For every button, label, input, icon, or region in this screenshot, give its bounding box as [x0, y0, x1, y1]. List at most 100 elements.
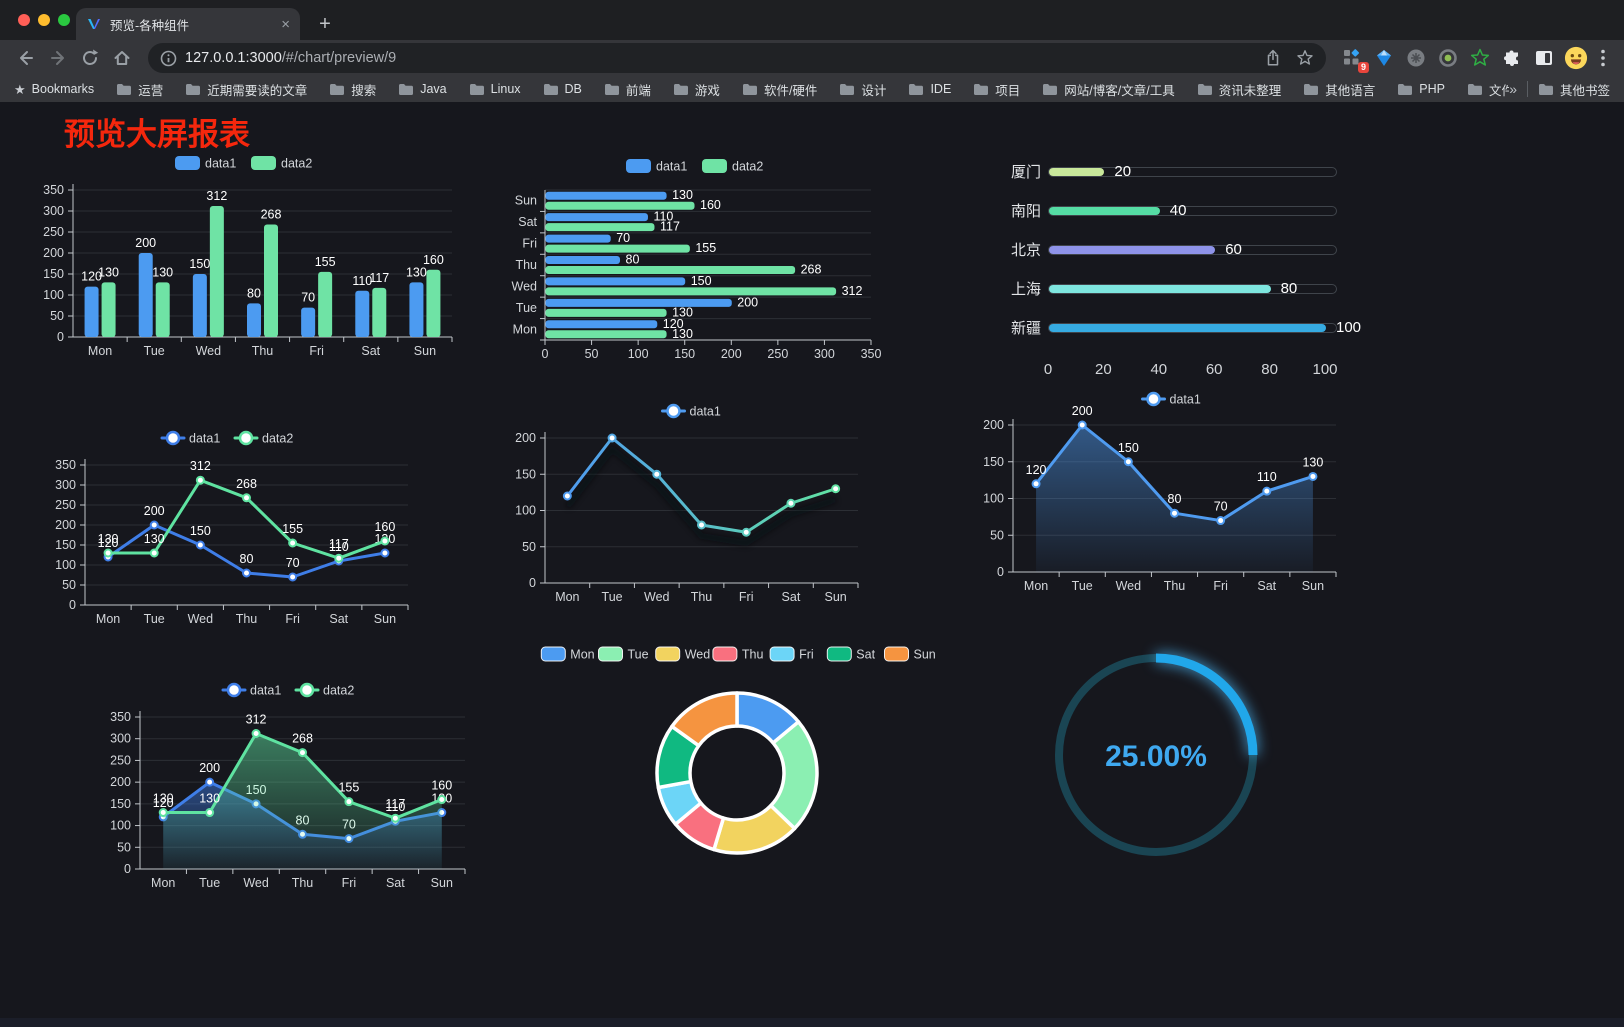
svg-text:350: 350 — [43, 183, 64, 197]
svg-text:Sat: Sat — [386, 876, 405, 890]
bookmark-folder[interactable]: Java — [398, 80, 447, 99]
chart-ring-gauge[interactable]: 25.00% — [1040, 640, 1275, 875]
bookmark-folder[interactable]: Linux — [469, 80, 521, 99]
svg-text:130: 130 — [1302, 455, 1323, 469]
progress-fill — [1049, 323, 1326, 332]
svg-text:150: 150 — [1118, 441, 1139, 455]
bookmark-star-icon[interactable] — [1296, 49, 1314, 67]
svg-text:300: 300 — [814, 347, 835, 361]
chart-line-area-double[interactable]: 0 50 100 150 200 250 300 350 Mon Tue Wed Thu Fri Sat S… — [98, 680, 480, 894]
svg-text:120: 120 — [81, 270, 102, 284]
close-window-button[interactable] — [18, 14, 30, 26]
bookmark-folder[interactable]: PHP — [1397, 80, 1445, 99]
chart-line-area[interactable]: 0 50 100 150 200 Mon Tue Wed Thu Fri Sat Sun 120 200 1… — [983, 388, 1361, 600]
extension-gem-icon[interactable] — [1372, 46, 1396, 70]
folder-icon — [398, 83, 414, 96]
svg-text:Mon: Mon — [570, 648, 594, 662]
svg-text:Sat: Sat — [518, 215, 537, 229]
tab-close-icon[interactable]: × — [281, 15, 290, 33]
browser-menu-button[interactable] — [1596, 46, 1610, 70]
svg-text:200: 200 — [43, 246, 64, 260]
line-basic-canvas: 0 50 100 150 200 250 300 350 Mon Tue Wed Thu Fri Sat S… — [55, 430, 409, 626]
forward-button[interactable] — [45, 45, 71, 71]
bookmarks-overflow-chevron[interactable]: » — [1509, 81, 1517, 97]
bookmark-folder[interactable]: 软件/硬件 — [742, 80, 817, 99]
svg-text:Sat: Sat — [782, 590, 801, 604]
progress-fill — [1049, 167, 1105, 176]
progress-label: 上海 — [1011, 281, 1042, 298]
bookmark-folder[interactable]: IDE — [908, 80, 951, 99]
extension-settings-icon[interactable] — [1404, 46, 1428, 70]
bookmark-folder[interactable]: 网站/博客/文章/工具 — [1042, 80, 1175, 99]
svg-text:70: 70 — [1214, 500, 1228, 514]
svg-text:150: 150 — [189, 257, 210, 271]
star-icon: ★ — [14, 81, 26, 97]
address-bar[interactable]: 127.0.0.1:3000 /#/chart/preview/9 — [148, 43, 1326, 73]
svg-text:350: 350 — [861, 347, 882, 361]
chart-progress-bars[interactable]: 厦门 20 南阳 40 北京 60 上海 80 新疆 100 0 20 40 60 80 100 — [985, 152, 1365, 387]
progress-row: 上海 80 — [985, 269, 1365, 308]
bookmarks-root-label: Bookmarks — [31, 82, 95, 96]
reload-button[interactable] — [77, 45, 103, 71]
bookmark-folder[interactable]: 文件服务器 — [1467, 80, 1509, 99]
progress-label: 南阳 — [1011, 203, 1042, 220]
extensions-puzzle-icon[interactable] — [1500, 46, 1524, 70]
chart-bar-grouped[interactable]: 0 50 100 150 200 250 300 350 Mon Tue Wed Thu Fri Sat S… — [28, 147, 460, 387]
progress-fill — [1049, 206, 1160, 215]
bookmark-folder[interactable]: 资讯未整理 — [1197, 80, 1281, 99]
bookmark-folder[interactable]: 运营 — [116, 80, 163, 99]
svg-text:150: 150 — [691, 274, 712, 288]
minimize-window-button[interactable] — [38, 14, 50, 26]
bookmark-folder[interactable]: 项目 — [973, 80, 1020, 99]
svg-text:70: 70 — [616, 231, 630, 245]
svg-text:117: 117 — [385, 797, 405, 811]
extension-record-icon[interactable] — [1436, 46, 1460, 70]
svg-text:Thu: Thu — [236, 612, 258, 626]
svg-text:Fri: Fri — [739, 590, 754, 604]
chart-line-gradient[interactable]: 0 50 100 150 200 Mon Tue Wed Thu Fri Sat Sun data1 — [503, 398, 881, 613]
svg-text:155: 155 — [282, 522, 303, 536]
folder-icon — [839, 83, 855, 96]
bookmark-folder[interactable]: 前端 — [604, 80, 651, 99]
svg-text:130: 130 — [98, 532, 119, 546]
chart-bar-horizontal[interactable]: 0 50 100 150 200 250 300 350 Mon 120 130 Tue 200 130 W… — [500, 150, 890, 372]
side-panel-icon[interactable] — [1532, 46, 1556, 70]
other-bookmarks[interactable]: 其他书签 — [1538, 80, 1610, 99]
bookmark-folder[interactable]: 设计 — [839, 80, 886, 99]
bookmarks-root[interactable]: ★ Bookmarks — [14, 82, 94, 96]
progress-row: 厦门 20 — [985, 152, 1365, 191]
svg-text:Thu: Thu — [691, 590, 713, 604]
progress-track: 100 — [1048, 319, 1361, 336]
svg-text:Mon: Mon — [1024, 579, 1048, 593]
site-info-icon[interactable] — [160, 50, 177, 67]
new-tab-button[interactable]: + — [319, 12, 331, 35]
bookmark-folder[interactable]: 游戏 — [673, 80, 720, 99]
svg-text:117: 117 — [660, 220, 680, 234]
fullscreen-window-button[interactable] — [58, 14, 70, 26]
svg-text:100: 100 — [628, 347, 649, 361]
bookmark-folder-list: 运营 近期需要读的文章 搜索 Java Linux DB 前端 游戏 软件/硬件 设计 IDE 项目 网… — [116, 80, 1509, 99]
profile-avatar[interactable] — [1564, 46, 1588, 70]
progress-value: 80 — [1280, 279, 1298, 297]
bookmark-folder[interactable]: 近期需要读的文章 — [185, 80, 307, 99]
bookmark-folder[interactable]: 搜索 — [329, 80, 376, 99]
bookmark-folder[interactable]: 其他语言 — [1303, 80, 1375, 99]
browser-tab[interactable]: 预览-各种组件 × — [76, 8, 300, 40]
extension-grid-icon[interactable]: 9 — [1340, 46, 1369, 73]
home-button[interactable] — [109, 45, 135, 71]
svg-text:200: 200 — [144, 504, 165, 518]
window-controls — [18, 14, 70, 26]
progress-row: 北京 60 — [985, 230, 1365, 269]
extension-star-icon[interactable] — [1468, 46, 1492, 70]
line-area-double-canvas: 0 50 100 150 200 250 300 350 Mon Tue Wed Thu Fri Sat S… — [110, 682, 466, 890]
chart-line-basic[interactable]: 0 50 100 150 200 250 300 350 Mon Tue Wed Thu Fri Sat S… — [28, 424, 428, 642]
svg-text:Sun: Sun — [825, 590, 847, 604]
progress-track: 60 — [1048, 241, 1337, 258]
share-icon[interactable] — [1264, 49, 1282, 67]
svg-text:200: 200 — [1072, 404, 1093, 418]
back-button[interactable] — [13, 45, 39, 71]
svg-text:Sat: Sat — [361, 344, 380, 358]
chart-pie-donut[interactable]: Mon Tue Wed Thu Fri Sat Sun — [520, 640, 954, 898]
bookmark-folder[interactable]: DB — [543, 80, 582, 99]
svg-text:Wed: Wed — [196, 344, 222, 358]
